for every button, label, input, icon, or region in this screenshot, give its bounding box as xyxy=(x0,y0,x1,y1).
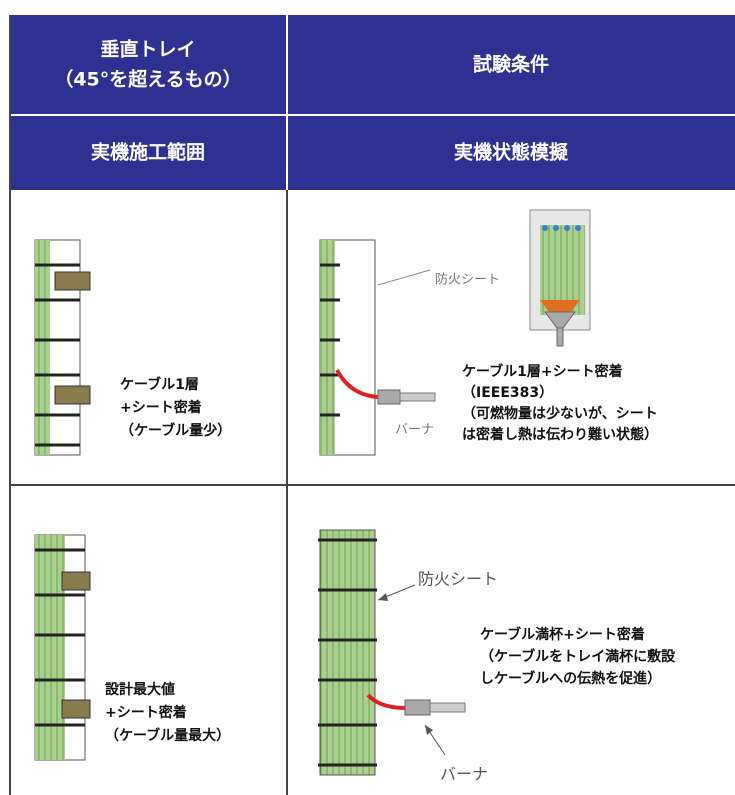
burner-label: バーナ xyxy=(440,765,488,784)
sheet-label: 防火シート xyxy=(435,272,500,288)
test-setup-illustration xyxy=(318,529,466,776)
cell-text: （ケーブル量少） xyxy=(120,422,231,439)
cell-text: ケーブル満杯+シート密着 xyxy=(480,626,645,643)
header-bg xyxy=(10,15,735,190)
header-cell: 試験条件 xyxy=(473,53,549,76)
header-cell: 実機施工範囲 xyxy=(91,141,205,164)
cell-text: （IEEE383） xyxy=(462,385,553,401)
cable-tray-illustration xyxy=(34,239,91,456)
header-cell: 実機状態模擬 xyxy=(454,141,569,164)
cell-text: +シート密着 xyxy=(105,704,187,721)
burner-label: バーナ xyxy=(395,423,434,438)
cell-text: 設計最大値 xyxy=(105,681,175,698)
cell-text: （ケーブル量最大） xyxy=(105,727,230,744)
cell-text: （可燃物量は少ないが、シート xyxy=(462,405,658,422)
sheet-label: 防火シート xyxy=(418,570,498,589)
cell-text: は密着し熱は伝わり難い状態） xyxy=(462,426,658,443)
cell-text: （ケーブルをトレイ満杯に敷設 xyxy=(480,648,676,665)
cell-text: しケーブルへの伝熱を促進） xyxy=(480,670,661,687)
header-cell: 垂直トレイ xyxy=(100,38,195,61)
cell-text: ケーブル1層+シート密着 xyxy=(462,363,623,380)
header-cell: （45°を超えるもの） xyxy=(54,68,241,91)
test-setup-illustration xyxy=(319,209,591,456)
cell-text: +シート密着 xyxy=(120,399,202,416)
cell-text: ケーブル1層 xyxy=(120,376,199,393)
cable-tray-illustration xyxy=(34,534,91,761)
